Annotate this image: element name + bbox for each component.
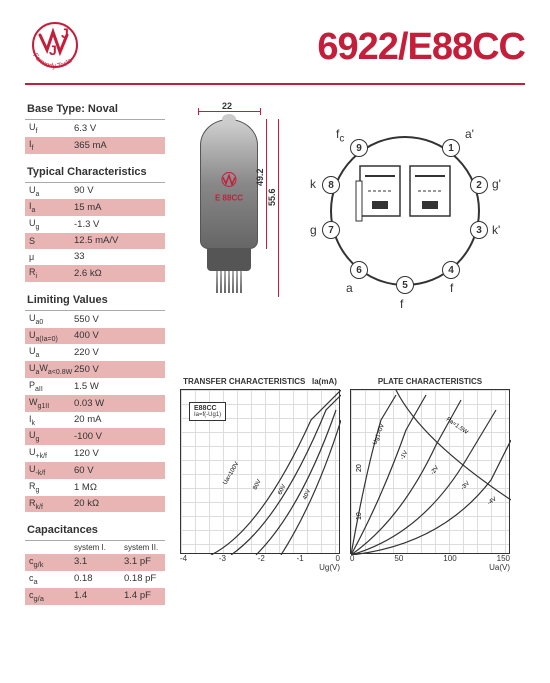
transfer-chart: TRANSFER CHARACTERISTICS Ia(mA) E88CC Ia… [180,377,340,572]
tube-area: 22 E 88CC [180,101,525,361]
spec-row: Rg1 MΩ [25,479,165,496]
content: Base Type: Noval Uf6.3 VIf365 mA Typical… [25,91,525,605]
spec-row: UaWa<0.8W250 V [25,361,165,378]
svg-text:80V: 80V [252,479,262,491]
spec-row: Ik20 mA [25,412,165,429]
spec-row: S12.5 mA/V [25,233,165,249]
svg-text:J: J [61,25,69,41]
spec-row: If365 mA [25,137,165,154]
tube-drawing: 22 E 88CC [180,101,290,361]
spec-row: Uf6.3 V [25,120,165,137]
section-typical: Typical Characteristics [25,162,165,183]
svg-text:10: 10 [356,512,363,520]
spec-row: U-k/f60 V [25,462,165,479]
spec-row: μ33 [25,249,165,265]
spec-row: Ua(Ia=0)400 V [25,328,165,345]
specs-column: Base Type: Noval Uf6.3 VIf365 mA Typical… [25,91,165,605]
section-capacitances: Capacitances [25,520,165,541]
cap-header: system I. system II. [25,541,165,554]
svg-text:J: J [49,42,57,58]
spec-row: Ug-100 V [25,428,165,445]
svg-text:-2V: -2V [430,465,440,476]
spec-row: U+k/f120 V [25,445,165,462]
jj-logo: J J Formerly Tesla [25,20,110,75]
svg-text:-1V: -1V [400,450,410,461]
section-base-type: Base Type: Noval [25,99,165,120]
tube-marking: E 88CC [213,171,245,202]
spec-row: Ua220 V [25,344,165,361]
spec-row: Rk/f20 kΩ [25,496,165,513]
spec-row: Ua0550 V [25,311,165,328]
charts-area: TRANSFER CHARACTERISTICS Ia(mA) E88CC Ia… [180,377,525,572]
cap-row: cg/a1.41.4 pF [25,588,165,605]
section-limiting: Limiting Values [25,290,165,311]
header: J J Formerly Tesla 6922/E88CC [25,20,525,85]
svg-text:60V: 60V [277,484,287,496]
spec-row: Ia15 mA [25,199,165,216]
svg-text:Pa=1.5W: Pa=1.5W [445,417,469,436]
spec-row: PaII1.5 W [25,378,165,395]
cap-row: ca0.180.18 pF [25,571,165,588]
spec-row: Ua90 V [25,183,165,200]
spec-row: Ri2.6 kΩ [25,265,165,282]
spec-row: Ug-1.3 V [25,216,165,233]
cap-row: cg/k3.13.1 pF [25,554,165,571]
plate-chart: PLATE CHARACTERISTICS 20 10 Ug1=0V -1V -… [350,377,510,572]
svg-text:20: 20 [356,464,363,472]
page-title: 6922/E88CC [317,26,525,69]
svg-text:-3V: -3V [460,481,471,492]
svg-text:-4V: -4V [487,496,498,506]
pinout-diagram: 1 a' 2 g' 3 k' 4 f 5 f 6 a 7 g 8 k 9 fc [310,121,500,301]
svg-text:Ua=100V: Ua=100V [223,461,241,486]
svg-text:Ug1=0V: Ug1=0V [372,423,386,446]
graphics-column: 22 E 88CC [180,91,525,605]
spec-row: Wg1II0.03 W [25,395,165,412]
